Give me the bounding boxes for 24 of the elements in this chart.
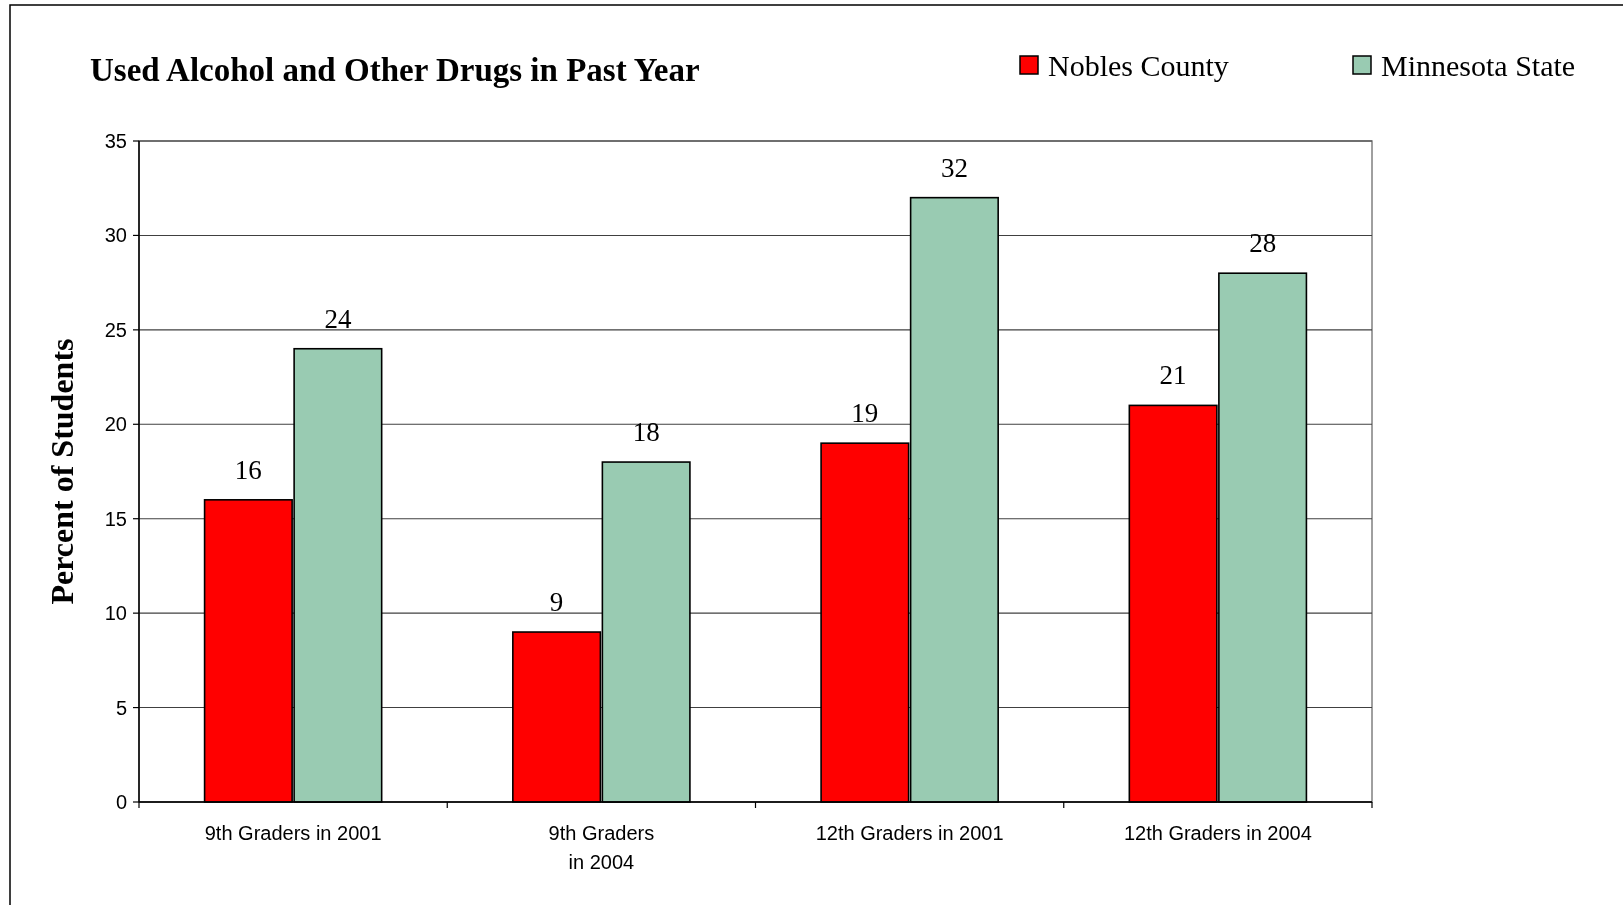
- legend-label: Nobles County: [1048, 48, 1229, 82]
- data-label: 18: [632, 417, 660, 448]
- data-label: 19: [851, 398, 879, 429]
- legend-label: Minnesota State: [1381, 48, 1576, 82]
- x-tick-label: 9th Graders in 2004: [548, 822, 655, 873]
- data-label: 28: [1249, 228, 1277, 259]
- x-tick-label: 12th Graders in 2001: [815, 822, 1004, 844]
- data-label: 21: [1159, 360, 1187, 391]
- y-tick-label: 10: [104, 602, 127, 625]
- y-axis-title: Percent of Students: [44, 338, 80, 605]
- x-tick-label: 12th Graders in 2004: [1123, 822, 1312, 844]
- y-tick-label: 15: [104, 507, 127, 530]
- y-tick-label: 0: [115, 791, 127, 813]
- data-label: 9: [549, 587, 564, 618]
- x-tick-label: 9th Graders in 2001: [204, 822, 382, 844]
- y-tick-label: 35: [104, 130, 127, 152]
- chart-title: Used Alcohol and Other Drugs in Past Year: [90, 52, 700, 88]
- data-label: 24: [324, 303, 352, 334]
- data-label: 32: [940, 152, 968, 183]
- data-label: 16: [234, 454, 262, 485]
- y-tick-label: 30: [104, 224, 127, 247]
- y-tick-label: 5: [115, 696, 127, 719]
- y-tick-label: 20: [104, 413, 127, 436]
- y-tick-label: 25: [104, 318, 127, 341]
